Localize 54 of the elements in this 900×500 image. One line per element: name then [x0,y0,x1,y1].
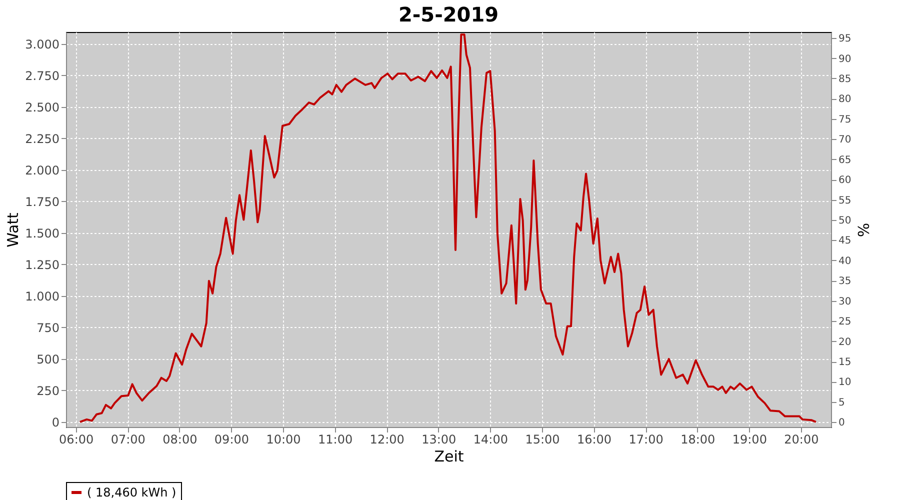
x-tick-label: 15:00 [525,432,560,446]
y2-tick-label: 75 [838,114,852,126]
y2-tick-label: 5 [838,397,845,408]
y2-tick-label: 80 [838,94,852,106]
x-tick-label: 12:00 [370,432,404,446]
y2-tick-label: 40 [838,256,852,267]
y2-tick-label: 85 [838,74,852,85]
x-tick-label: 16:00 [576,432,612,446]
legend-label: ( 18,460 kWh ) [87,486,176,500]
y2-tick-label: 65 [838,154,852,166]
x-tick-label: 19:00 [732,432,767,446]
y-tick-label: 750 [36,320,60,335]
y2-tick-label: 60 [838,175,852,186]
y2-tick-label: 55 [838,195,852,206]
chart-title: 2-5-2019 [398,2,499,26]
y2-tick-label: 45 [838,236,852,247]
x-tick-label: 07:00 [110,432,146,446]
x-tick-label: 11:00 [318,432,353,446]
x-tick-label: 14:00 [473,432,508,446]
y-tick-label: 2.500 [25,100,60,114]
x-axis-title: Zeit [434,448,464,466]
y2-tick-label: 95 [838,34,852,45]
x-tick-label: 08:00 [162,432,198,446]
x-tick-label: 13:00 [422,432,456,446]
line-series [78,34,817,423]
y-tick-label: 1.000 [25,289,60,304]
y2-tick-label: 25 [838,316,852,328]
y2-tick-label: 0 [838,418,845,429]
y-tick-label: 2.000 [25,163,60,178]
y-tick-label: 1.750 [25,194,60,209]
y-tick-label: 0 [52,415,60,430]
y2-tick-label: 35 [838,276,852,288]
y2-tick-label: 20 [838,336,852,348]
x-tick-label: 09:00 [214,432,250,446]
x-tick-label: 20:00 [784,432,819,446]
y2-tick-label: 70 [838,134,852,146]
x-tick-label: 18:00 [680,432,716,446]
x-tick-label: 06:00 [59,432,94,446]
y2-tick-label: 15 [838,357,852,368]
y-tick-label: 1.500 [25,226,60,240]
y2-tick-label: 10 [838,377,852,388]
y-tick-label: 2.750 [25,68,60,83]
y-axis-title: Watt [4,212,22,248]
y-tick-label: 2.250 [25,132,60,146]
y2-tick-label: 90 [838,54,852,65]
x-tick-label: 17:00 [628,432,664,446]
y2-axis-title: % [854,222,872,238]
y-tick-label: 3.000 [25,37,60,52]
x-tick-label: 10:00 [266,432,301,446]
y2-tick-label: 50 [838,216,852,226]
y-tick-label: 250 [36,384,60,398]
y-tick-label: 1.250 [25,258,60,272]
y2-tick-label: 30 [838,296,852,308]
y-tick-label: 500 [36,352,60,366]
